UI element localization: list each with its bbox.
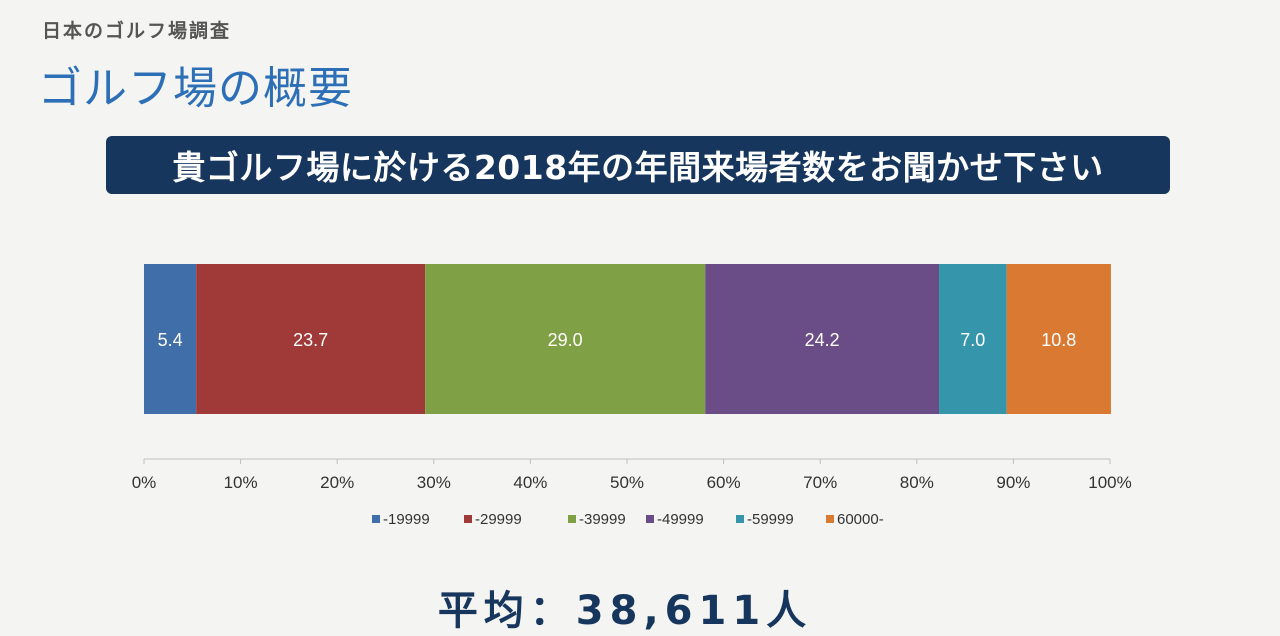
legend-label-1: -19999 bbox=[383, 511, 430, 528]
bar-segment-2 bbox=[196, 264, 426, 414]
question-text: 貴ゴルフ場に於ける2018年の年間来場者数をお聞かせ下さい bbox=[172, 148, 1104, 187]
x-tick-label-8: 80% bbox=[900, 473, 934, 492]
x-tick-label-10: 100% bbox=[1088, 473, 1131, 492]
bar-segment-5 bbox=[939, 264, 1007, 414]
slide-kicker: 日本のゴルフ場調査 bbox=[42, 20, 232, 42]
x-tick-label-5: 50% bbox=[610, 473, 644, 492]
x-tick-label-7: 70% bbox=[803, 473, 837, 492]
legend-swatch-5 bbox=[736, 515, 744, 523]
data-label-5: 7.0 bbox=[960, 330, 985, 350]
x-tick-label-2: 20% bbox=[320, 473, 354, 492]
data-label-6: 10.8 bbox=[1041, 330, 1076, 350]
legend-label-3: -39999 bbox=[579, 511, 626, 528]
question-banner: 貴ゴルフ場に於ける2018年の年間来場者数をお聞かせ下さい bbox=[106, 136, 1170, 194]
x-tick-label-6: 60% bbox=[707, 473, 741, 492]
data-label-4: 24.2 bbox=[805, 330, 840, 350]
legend-label-6: 60000- bbox=[837, 511, 884, 528]
bar-segment-4 bbox=[705, 264, 940, 414]
data-label-1: 5.4 bbox=[158, 330, 183, 350]
slide-title: ゴルフ場の概要 bbox=[38, 63, 353, 114]
legend-label-2: -29999 bbox=[475, 511, 522, 528]
legend-swatch-2 bbox=[464, 515, 472, 523]
x-tick-label-4: 40% bbox=[513, 473, 547, 492]
bar-segment-1 bbox=[144, 264, 197, 414]
bar-segment-6 bbox=[1006, 264, 1111, 414]
data-label-3: 29.0 bbox=[548, 330, 583, 350]
bar-segment-3 bbox=[425, 264, 706, 414]
x-tick-label-3: 30% bbox=[417, 473, 451, 492]
x-tick-label-1: 10% bbox=[224, 473, 258, 492]
average-visitors: 平均：38,611人 bbox=[437, 588, 813, 634]
x-tick-label-0: 0% bbox=[132, 473, 157, 492]
legend-swatch-3 bbox=[568, 515, 576, 523]
legend-label-5: -59999 bbox=[747, 511, 794, 528]
legend-swatch-1 bbox=[372, 515, 380, 523]
x-tick-label-9: 90% bbox=[996, 473, 1030, 492]
legend-label-4: -49999 bbox=[657, 511, 704, 528]
legend-swatch-4 bbox=[646, 515, 654, 523]
data-label-2: 23.7 bbox=[293, 330, 328, 350]
legend-swatch-6 bbox=[826, 515, 834, 523]
